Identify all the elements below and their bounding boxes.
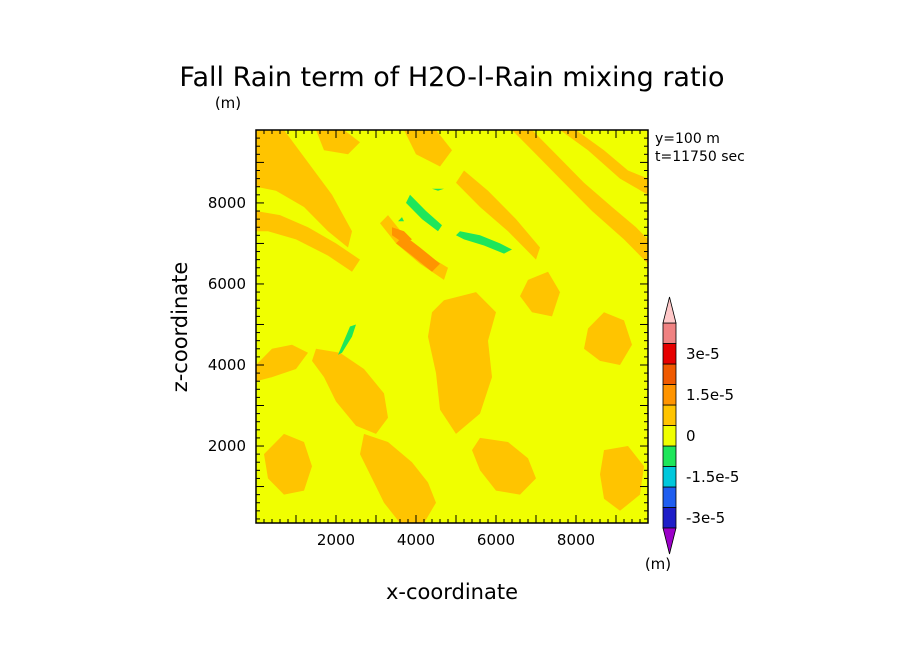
contour-region-green-20 [456, 231, 512, 254]
x-tick-label: 2000 [317, 531, 355, 549]
colorbar-top-arrow [662, 296, 677, 324]
colorbar-box [662, 363, 677, 385]
contour-region-orange-dark-17 [396, 235, 440, 272]
contour-region-orange-5 [560, 130, 648, 195]
y-tick-label: 8000 [208, 194, 246, 212]
colorbar-box [662, 404, 677, 426]
colorbar-box [662, 466, 677, 488]
colorbar-box [662, 384, 677, 406]
colorbar-label: 3e-5 [686, 345, 720, 363]
colorbar-bottom-arrow [662, 527, 677, 555]
contour-region-green-22 [398, 217, 404, 222]
colorbar-label: -1.5e-5 [686, 468, 739, 486]
y-tick-label: 2000 [208, 437, 246, 455]
contour-region-orange-15 [316, 130, 360, 155]
title-unit: (m) [215, 94, 241, 112]
colorbar-label: -3e-5 [686, 509, 725, 527]
contour-region-orange-12 [600, 446, 644, 511]
info-time: t=11750 sec [655, 149, 745, 165]
contour-region-orange-7 [312, 348, 388, 434]
contour-region-orange-dark-18 [392, 227, 412, 244]
contour-region-orange-9 [256, 344, 308, 382]
colorbar-unit: (m) [645, 555, 671, 573]
contour-region-orange-6 [428, 292, 496, 434]
colorbar-box [662, 322, 677, 344]
contour-region-orange-14 [472, 437, 536, 495]
plot-frame [255, 129, 649, 524]
chart-title: Fall Rain term of H2O-l-Rain mixing rati… [179, 62, 724, 93]
y-tick-label: 4000 [208, 356, 246, 374]
contour-region-green-19 [406, 194, 442, 232]
contour-region-orange-13 [520, 271, 560, 317]
colorbar-label: 0 [686, 427, 696, 445]
contour-region-orange-0 [256, 130, 352, 248]
contour-region-green-21 [338, 324, 356, 355]
y-axis-label: z-coordinate [168, 262, 192, 393]
contour-regions [256, 130, 648, 523]
y-tick-label: 6000 [208, 275, 246, 293]
info-y-location: y=100 m [655, 131, 720, 147]
contour-region-orange-3 [456, 170, 540, 260]
colorbar-box [662, 507, 677, 529]
plot-area: 2000 4000 6000 8000 2000 4000 6000 8000 [208, 129, 649, 549]
colorbar-box [662, 343, 677, 365]
colorbar-box [662, 425, 677, 447]
colorbar-box [662, 486, 677, 508]
contour-region-orange-16 [404, 130, 452, 167]
axis-ticks: 2000 4000 6000 8000 2000 4000 6000 8000 [208, 129, 649, 549]
contour-region-green-23 [432, 188, 444, 191]
colorbar-label: 1.5e-5 [686, 386, 734, 404]
contour-region-orange-1 [256, 211, 360, 272]
x-tick-label: 8000 [557, 531, 595, 549]
contour-region-orange-4 [512, 130, 648, 264]
x-tick-label: 4000 [397, 531, 435, 549]
contour-region-orange-8 [360, 433, 436, 523]
contour-region-orange-11 [584, 312, 632, 365]
x-tick-label: 6000 [477, 531, 515, 549]
contour-region-orange-10 [264, 433, 312, 495]
colorbar-box [662, 445, 677, 467]
x-axis-label: x-coordinate [386, 580, 518, 604]
colorbar: -3e-5 -1.5e-5 0 1.5e-5 3e-5 [662, 296, 739, 555]
